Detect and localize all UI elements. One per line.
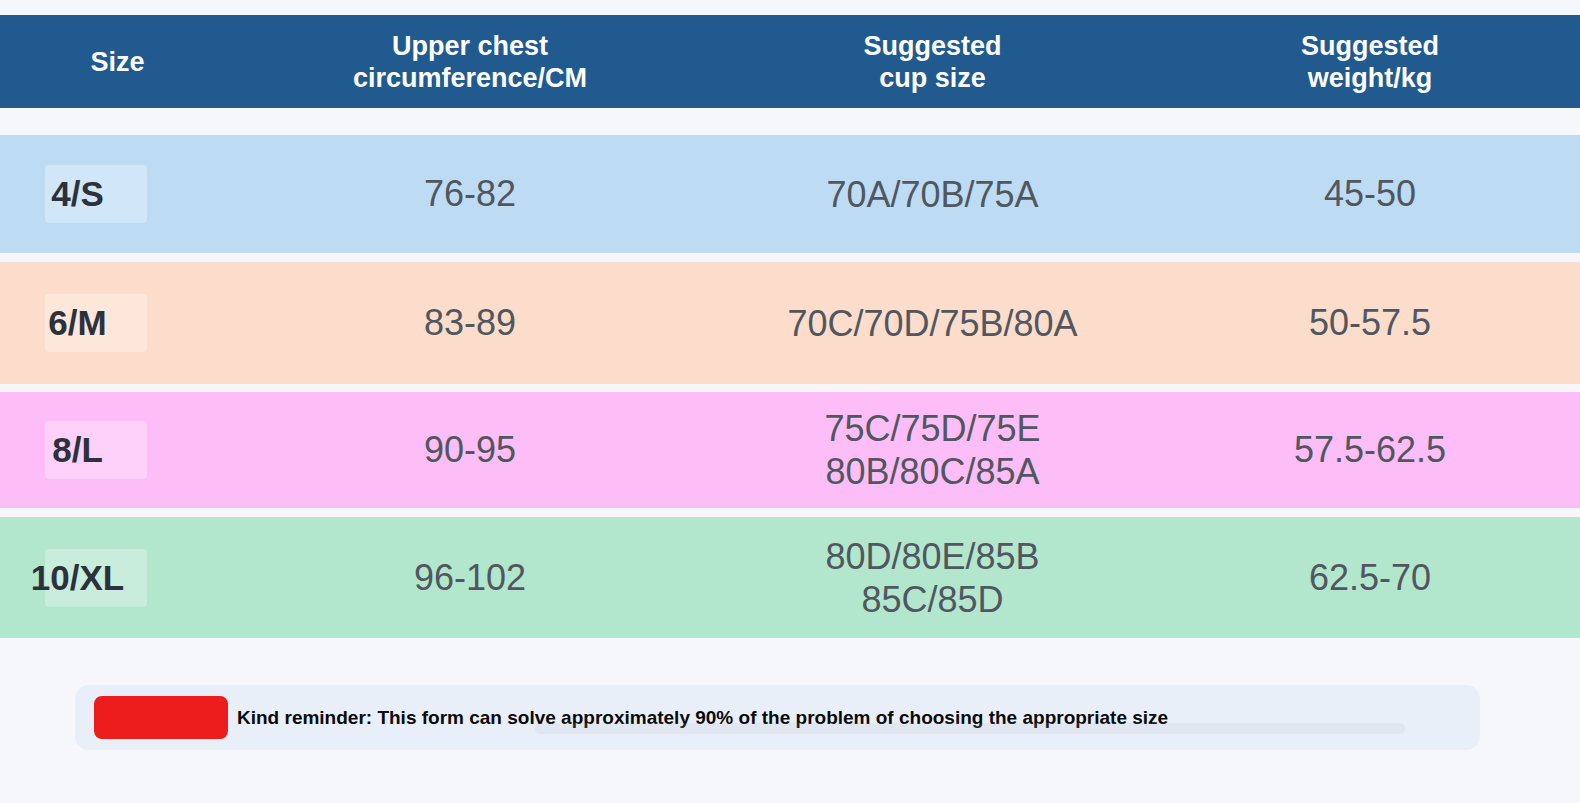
cup-line2: 85C/85D (861, 578, 1003, 621)
chest-cell: 83-89 (235, 262, 705, 384)
watermark-remnant (535, 723, 1405, 734)
size-value: 4/S (51, 174, 104, 214)
cup-cell: 70A/70B/75A (705, 135, 1160, 253)
size-cell: 6/M (0, 262, 235, 384)
column-header-size: Size (0, 15, 235, 108)
header-line: circumference/CM (353, 62, 587, 94)
header-line: Upper chest (392, 30, 548, 62)
weight-cell: 50-57.5 (1160, 262, 1580, 384)
weight-cell: 62.5-70 (1160, 517, 1580, 638)
reminder-panel: Kind reminder: This form can solve appro… (75, 685, 1480, 750)
cup-cell: 75C/75D/75E 80B/80C/85A (705, 392, 1160, 508)
column-header-weight: Suggested weight/kg (1160, 15, 1580, 108)
cup-line1: 70C/70D/75B/80A (787, 302, 1077, 345)
red-badge (94, 696, 228, 739)
header-line: Suggested (863, 30, 1001, 62)
weight-cell: 57.5-62.5 (1160, 392, 1580, 508)
cup-line1: 70A/70B/75A (826, 173, 1038, 216)
chest-cell: 96-102 (235, 517, 705, 638)
cup-line2: 80B/80C/85A (825, 450, 1039, 493)
table-row-8l: 8/L 90-95 75C/75D/75E 80B/80C/85A 57.5-6… (0, 392, 1580, 508)
table-row-10xl: 10/XL 96-102 80D/80E/85B 85C/85D 62.5-70 (0, 517, 1580, 638)
cup-line1: 75C/75D/75E (824, 407, 1040, 450)
chest-cell: 90-95 (235, 392, 705, 508)
weight-cell: 45-50 (1160, 135, 1580, 253)
size-cell: 10/XL (0, 517, 235, 638)
size-cell: 4/S (0, 135, 235, 253)
header-line: cup size (879, 62, 986, 94)
cup-line1: 80D/80E/85B (825, 535, 1039, 578)
column-header-chest: Upper chest circumference/CM (235, 15, 705, 108)
table-row-4s: 4/S 76-82 70A/70B/75A 45-50 (0, 135, 1580, 253)
table-row-6m: 6/M 83-89 70C/70D/75B/80A 50-57.5 (0, 262, 1580, 384)
cup-cell: 70C/70D/75B/80A (705, 262, 1160, 384)
chest-cell: 76-82 (235, 135, 705, 253)
cup-cell: 80D/80E/85B 85C/85D (705, 517, 1160, 638)
size-value: 6/M (48, 303, 106, 343)
size-value: 8/L (52, 430, 103, 470)
table-header: Size Upper chest circumference/CM Sugges… (0, 15, 1580, 108)
header-line: weight/kg (1308, 62, 1433, 94)
page: { "page_bg": "#f5f7fb", "header": { "bg"… (0, 0, 1580, 803)
column-header-cup: Suggested cup size (705, 15, 1160, 108)
size-chart: Size Upper chest circumference/CM Sugges… (0, 15, 1580, 750)
size-cell: 8/L (0, 392, 235, 508)
size-value: 10/XL (31, 558, 124, 598)
header-line: Size (90, 46, 144, 78)
header-line: Suggested (1301, 30, 1439, 62)
